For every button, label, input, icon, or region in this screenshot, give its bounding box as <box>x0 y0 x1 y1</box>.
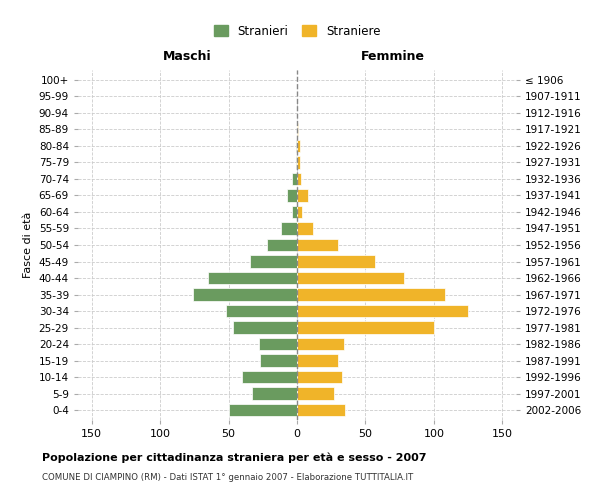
Legend: Stranieri, Straniere: Stranieri, Straniere <box>209 20 385 42</box>
Bar <box>297 305 468 317</box>
Bar <box>267 239 297 251</box>
Text: Femmine: Femmine <box>361 50 425 63</box>
Bar <box>297 288 445 300</box>
Bar <box>297 404 345 416</box>
Bar <box>297 388 334 400</box>
Bar <box>292 206 297 218</box>
Bar <box>296 156 297 168</box>
Bar <box>193 288 297 300</box>
Bar <box>297 371 342 384</box>
Bar <box>233 322 297 334</box>
Bar <box>297 173 301 185</box>
Bar <box>260 354 297 367</box>
Bar <box>229 404 297 416</box>
Bar <box>226 305 297 317</box>
Text: Maschi: Maschi <box>163 50 212 63</box>
Bar <box>297 338 344 350</box>
Bar <box>297 123 298 136</box>
Bar <box>281 222 297 234</box>
Bar <box>297 156 300 168</box>
Bar <box>297 239 338 251</box>
Bar <box>297 322 434 334</box>
Text: Popolazione per cittadinanza straniera per età e sesso - 2007: Popolazione per cittadinanza straniera p… <box>42 452 427 463</box>
Bar <box>259 338 297 350</box>
Y-axis label: Fasce di età: Fasce di età <box>23 212 33 278</box>
Bar <box>297 222 313 234</box>
Bar <box>250 256 297 268</box>
Bar <box>297 272 404 284</box>
Bar <box>297 206 302 218</box>
Bar <box>242 371 297 384</box>
Bar <box>297 256 375 268</box>
Text: COMUNE DI CIAMPINO (RM) - Dati ISTAT 1° gennaio 2007 - Elaborazione TUTTITALIA.I: COMUNE DI CIAMPINO (RM) - Dati ISTAT 1° … <box>42 472 413 482</box>
Bar <box>208 272 297 284</box>
Bar <box>297 190 308 202</box>
Bar <box>287 190 297 202</box>
Bar <box>297 354 338 367</box>
Bar <box>252 388 297 400</box>
Bar <box>292 173 297 185</box>
Bar <box>297 140 300 152</box>
Bar <box>296 140 297 152</box>
